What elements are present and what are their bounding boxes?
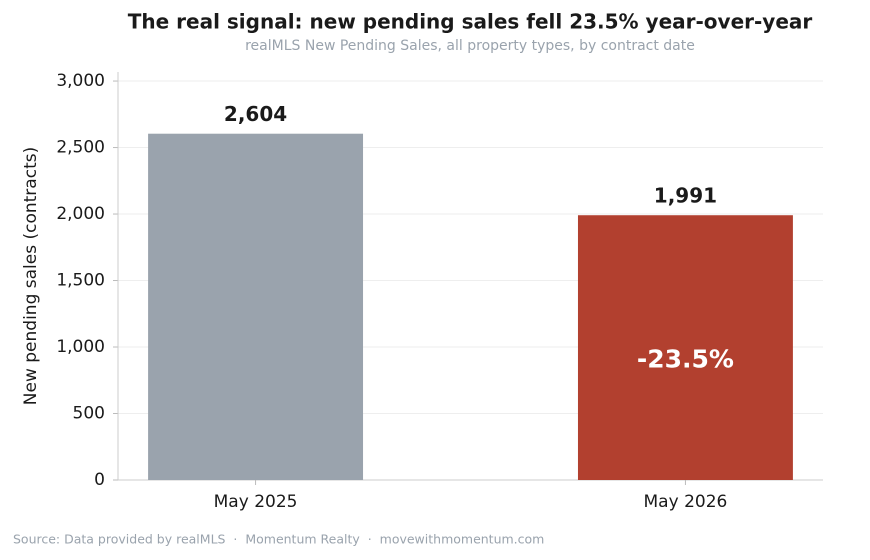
bar [577, 215, 793, 480]
value-label: 1,991 [654, 184, 717, 208]
value-label: 2,604 [224, 102, 287, 126]
y-axis-label: New pending sales (contracts) [21, 147, 41, 405]
chart-title: The real signal: new pending sales fell … [128, 10, 813, 34]
y-tick-label: 500 [73, 404, 105, 424]
bar [148, 133, 364, 480]
y-tick-label: 0 [94, 470, 105, 490]
y-tick-label: 2,500 [56, 138, 105, 158]
change-annotation: -23.5% [637, 345, 734, 374]
source-note: Source: Data provided by realMLS · Momen… [13, 532, 544, 547]
x-tick-label: May 2026 [644, 492, 728, 512]
y-tick-label: 1,000 [56, 337, 105, 357]
y-tick-label: 1,500 [56, 271, 105, 291]
y-tick-label: 2,000 [56, 204, 105, 224]
y-tick-label: 3,000 [56, 71, 105, 91]
chart-subtitle: realMLS New Pending Sales, all property … [245, 38, 695, 54]
x-tick-label: May 2025 [214, 492, 298, 512]
